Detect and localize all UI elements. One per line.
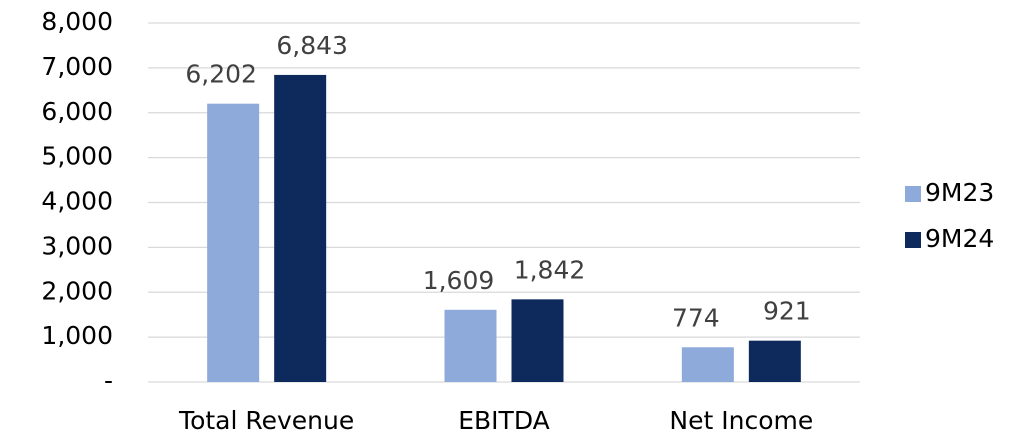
legend-label: 9M23 [925,178,994,207]
y-tick-label: 5,000 [41,142,113,171]
x-tick-label: Total Revenue [178,406,354,435]
y-tick-label: - [104,366,113,395]
bar [274,74,327,382]
bar [511,299,564,382]
value-label: 921 [763,297,811,326]
x-tick-label: Net Income [669,406,813,435]
value-label: 774 [672,303,720,332]
x-tick-label: EBITDA [458,406,550,435]
legend-label: 9M24 [925,224,994,253]
bar [207,103,260,383]
y-tick-label: 4,000 [41,187,113,216]
bar [748,340,801,382]
value-label: 1,842 [514,255,586,284]
value-label: 6,843 [276,31,348,60]
y-tick-label: 3,000 [41,231,113,260]
value-label: 1,609 [423,266,495,295]
legend-swatch [905,186,921,202]
y-tick-label: 1,000 [41,321,113,350]
bar [681,347,734,382]
value-label: 6,202 [185,60,257,89]
y-tick-label: 6,000 [41,97,113,126]
y-tick-label: 2,000 [41,276,113,305]
y-tick-label: 7,000 [41,52,113,81]
legend-swatch [905,232,921,248]
y-tick-label: 8,000 [41,7,113,36]
bar [444,309,497,382]
